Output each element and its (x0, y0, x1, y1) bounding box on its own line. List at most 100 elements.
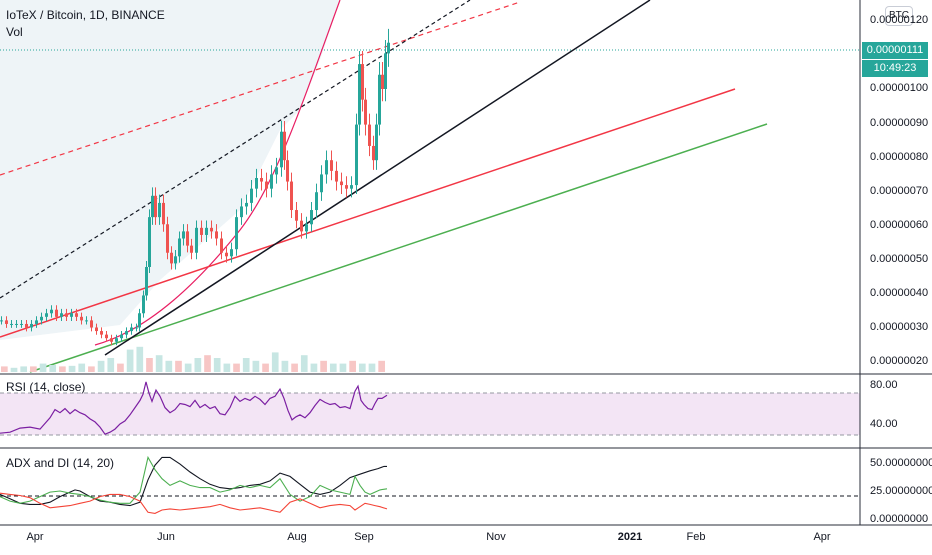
candle-body (364, 99, 367, 125)
price-candles (0, 28, 390, 346)
trendline-red (0, 88, 736, 338)
volume-bar (329, 363, 337, 372)
candle-body (70, 313, 73, 317)
trendline-black (104, 0, 651, 356)
candle-body (10, 323, 13, 325)
candle-body (35, 320, 38, 324)
candle-body (265, 181, 268, 189)
volume-bar (281, 360, 289, 372)
parabolic-curve (94, 0, 341, 346)
candle-body (25, 323, 28, 328)
candle-body (270, 174, 273, 189)
candle-body (220, 238, 223, 253)
candle-body (145, 266, 148, 296)
volume-bar (300, 355, 308, 372)
candle-body (105, 334, 108, 339)
time-axis-label: Sep (354, 531, 374, 543)
candle-body (50, 309, 53, 314)
candle-body (330, 160, 333, 171)
volume-bar (213, 358, 221, 372)
candle-body (280, 131, 283, 168)
candle-body (148, 217, 151, 267)
candle-body (255, 177, 258, 189)
candle-body (55, 309, 58, 317)
trendline-green (29, 123, 768, 373)
candle-body (85, 320, 88, 322)
candle-body (225, 252, 228, 257)
candle-body (210, 227, 213, 232)
volume-bar (320, 360, 327, 372)
candle-body (100, 331, 103, 335)
candle-body (125, 331, 128, 335)
volume-bar (126, 349, 134, 372)
price-axis-label: 0.00000040 (870, 287, 929, 299)
volume-bar (339, 363, 347, 372)
price-axis-label: 0.00000060 (870, 219, 929, 231)
countdown-tag: 10:49:23 (862, 60, 928, 77)
price-axis-label: 0.00000020 (870, 355, 929, 367)
rsi-pane-label[interactable]: RSI (14, close) (6, 380, 86, 394)
candle-body (120, 334, 123, 339)
time-axis-label: Apr (26, 531, 44, 543)
volume-bar (175, 360, 182, 372)
price-axis-label: 0.00000050 (870, 253, 929, 265)
time-axis-label: Feb (686, 531, 706, 543)
candle-body (381, 74, 384, 89)
candle-body (355, 124, 358, 186)
candle-body (190, 245, 193, 253)
volume-bar (78, 363, 86, 372)
candle-body (130, 327, 133, 332)
candle-body (375, 124, 378, 161)
volume-bar (10, 367, 18, 372)
price-axis-label: 0.00000120 (870, 14, 929, 26)
last-price-tag: 0.00000111 (862, 42, 928, 59)
candle-body (245, 202, 248, 207)
candle-body (95, 327, 98, 332)
candle-body (378, 74, 381, 125)
candle-body (20, 323, 23, 325)
volume-bar (291, 363, 298, 372)
time-axis-label: Jun (157, 531, 175, 543)
volume-bar (262, 363, 269, 372)
price-axis-label: 0.00000070 (870, 185, 929, 197)
volume-bar (271, 352, 279, 372)
candle-body (15, 323, 18, 325)
volume-bar (368, 363, 376, 372)
candle-body (135, 327, 138, 329)
candle-body (205, 227, 208, 235)
candle-body (30, 323, 33, 328)
price-axis-label: 0.00000090 (870, 117, 929, 129)
candle-body (361, 64, 364, 100)
time-axis-label: Nov (486, 531, 506, 543)
candle-body (290, 181, 293, 211)
volume-bar (136, 346, 144, 372)
candle-body (350, 185, 353, 189)
rsi-series-line (0, 381, 388, 435)
volume-bar (97, 360, 105, 372)
candle-body (110, 338, 113, 342)
candle-body (45, 313, 48, 317)
volume-bar (30, 366, 37, 372)
candle-body (310, 210, 313, 225)
volume-bar (204, 355, 211, 372)
currency-badge[interactable]: BTC (885, 6, 913, 26)
adx-pane-label[interactable]: ADX and DI (14, 20) (6, 456, 115, 470)
candle-body (80, 316, 83, 321)
candle-body (325, 160, 328, 175)
candle-body (260, 177, 263, 182)
candle-body (60, 313, 63, 317)
candle-body (235, 217, 238, 250)
candle-body (174, 256, 177, 264)
volume-bar (117, 363, 124, 372)
di-plus-series-line (0, 455, 388, 504)
candle-body (182, 231, 185, 239)
volume-bar (252, 360, 260, 372)
volume-bar (184, 363, 192, 372)
di-minus-series-line (0, 492, 388, 514)
candle-body (368, 124, 371, 146)
volume-bar (310, 363, 318, 372)
volume-bar (88, 366, 95, 372)
price-axis-label: 0.00000080 (870, 151, 929, 163)
